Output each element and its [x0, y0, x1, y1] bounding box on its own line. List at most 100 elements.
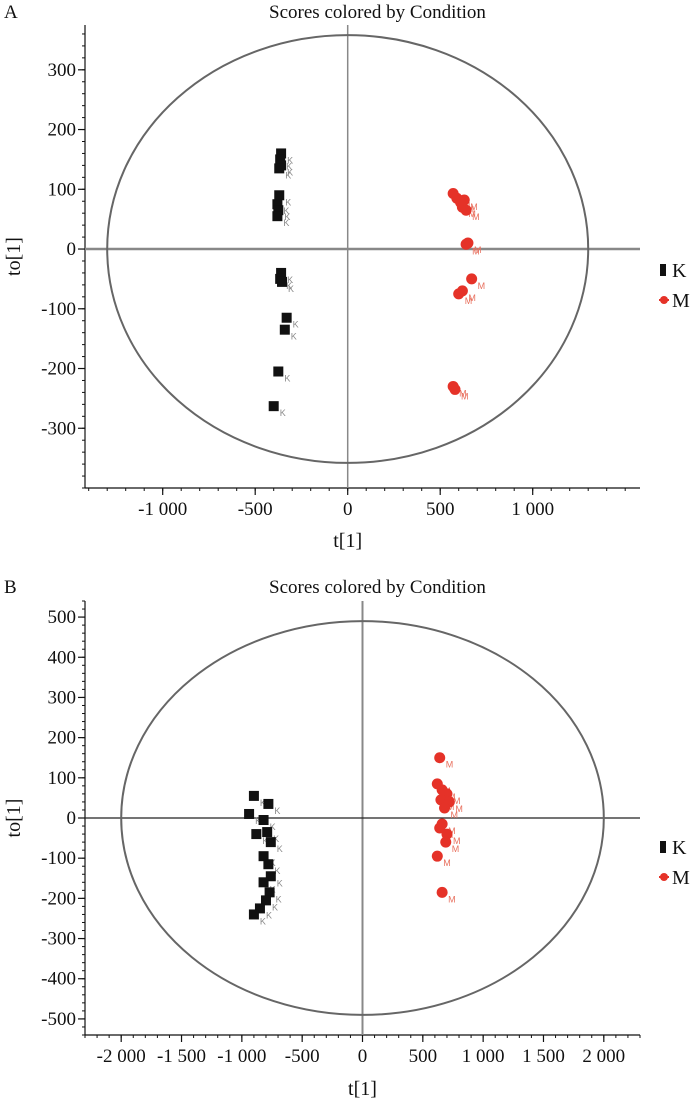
chart-panel-b: B Scores colored by Condition 500 400 300 200…	[3, 577, 690, 1100]
point-label-K: K	[262, 836, 268, 846]
chart-title: Scores colored by Condition	[269, 2, 486, 23]
panel-letter: B	[4, 577, 17, 598]
y-axis-label: to[1]	[3, 799, 25, 838]
point-label-M: M	[446, 760, 454, 770]
point-label-K: K	[274, 806, 280, 816]
point-label-M: M	[470, 202, 478, 212]
x-tick-label: -500	[238, 499, 273, 520]
y-tick-label: 0	[67, 239, 77, 260]
data-point-K	[276, 148, 287, 159]
legend-marker-K	[660, 264, 666, 276]
data-point-K	[279, 324, 290, 335]
data-point-K	[265, 871, 276, 882]
data-point-K	[248, 790, 259, 801]
point-label-K: K	[285, 197, 291, 207]
y-tick-label: 100	[48, 179, 77, 200]
point-label-K: K	[287, 167, 293, 177]
data-point-K	[276, 267, 287, 278]
x-tick-label: -1 000	[217, 1046, 266, 1067]
y-tick-label: 500	[48, 607, 77, 628]
point-label-K: K	[270, 822, 276, 832]
point-label-K: K	[283, 206, 289, 216]
confidence-ellipse	[106, 34, 590, 464]
point-label-M: M	[468, 293, 476, 303]
data-point-K	[262, 827, 273, 838]
y-tick-label: -300	[41, 929, 76, 950]
point-label-M: M	[448, 894, 456, 904]
point-label-K: K	[260, 916, 266, 926]
data-point-M	[436, 886, 448, 898]
point-label-M: M	[459, 388, 467, 398]
x-tick-label: 500	[426, 499, 455, 520]
data-point-K	[272, 211, 283, 222]
y-tick-label: 200	[48, 728, 77, 749]
x-tick-label: 0	[343, 499, 353, 520]
data-point-K	[260, 895, 271, 906]
point-label-K: K	[260, 798, 266, 808]
point-label-M: M	[474, 245, 482, 255]
data-point-M	[431, 850, 443, 862]
point-label-M: M	[478, 281, 486, 291]
x-tick-label: 1 500	[522, 1046, 565, 1067]
legend-marker-K	[660, 841, 666, 853]
data-point-K	[273, 366, 284, 377]
legend-label-M: M	[672, 867, 690, 889]
x-tick-label: 500	[409, 1046, 438, 1067]
data-point-M	[449, 383, 461, 395]
data-point-K	[254, 903, 265, 914]
point-label-K: K	[280, 408, 286, 418]
y-tick-label: -300	[41, 418, 76, 439]
x-tick-label: 0	[358, 1046, 368, 1067]
data-point-K	[281, 312, 292, 323]
point-label-K: K	[291, 332, 297, 342]
data-point-K	[258, 851, 269, 862]
point-label-K: K	[273, 834, 279, 844]
y-tick-label: 400	[48, 647, 77, 668]
point-label-M: M	[448, 826, 456, 836]
point-label-M: M	[448, 792, 456, 802]
y-tick-label: 0	[67, 808, 77, 829]
point-label-M: M	[451, 810, 459, 820]
confidence-ellipse	[120, 620, 605, 1016]
x-tick-label: 2 000	[582, 1046, 625, 1067]
point-label-M: M	[472, 246, 480, 256]
data-point-M	[434, 752, 446, 764]
x-tick-label: -1 000	[138, 499, 187, 520]
data-point-K	[264, 887, 275, 898]
point-label-K: K	[277, 844, 283, 854]
point-label-M: M	[453, 796, 461, 806]
y-tick-label: 100	[48, 768, 77, 789]
x-axis-label: t[1]	[348, 1078, 377, 1100]
data-point-K	[263, 798, 274, 809]
point-label-K: K	[285, 170, 291, 180]
point-label-M: M	[452, 844, 460, 854]
data-point-K	[268, 401, 279, 412]
data-point-M	[439, 802, 451, 814]
x-tick-label: -2 000	[97, 1046, 146, 1067]
point-label-K: K	[286, 161, 292, 171]
x-tick-label: -1 500	[157, 1046, 206, 1067]
data-point-K	[263, 859, 274, 870]
point-label-K: K	[284, 212, 290, 222]
point-label-K: K	[286, 281, 292, 291]
point-label-M: M	[443, 858, 451, 868]
chart-panel-a: A Scores colored by Condition 300 200 100 0 -1…	[3, 2, 690, 552]
point-label-K: K	[287, 275, 293, 285]
point-label-K: K	[255, 816, 261, 826]
point-label-M: M	[468, 209, 476, 219]
y-tick-label: -400	[41, 969, 76, 990]
x-tick-label: 1 000	[462, 1046, 505, 1067]
y-tick-label: -100	[41, 848, 76, 869]
y-tick-label: 200	[48, 120, 77, 141]
x-tick-label: 1 000	[511, 499, 554, 520]
point-label-M: M	[453, 836, 461, 846]
point-label-K: K	[288, 284, 294, 294]
point-label-K: K	[283, 218, 289, 228]
legend-label-K: K	[672, 837, 687, 859]
data-point-K	[258, 815, 269, 826]
x-tick-label: -500	[285, 1046, 320, 1067]
data-point-M	[456, 285, 468, 297]
data-point-K	[272, 199, 283, 210]
point-label-K: K	[266, 910, 272, 920]
